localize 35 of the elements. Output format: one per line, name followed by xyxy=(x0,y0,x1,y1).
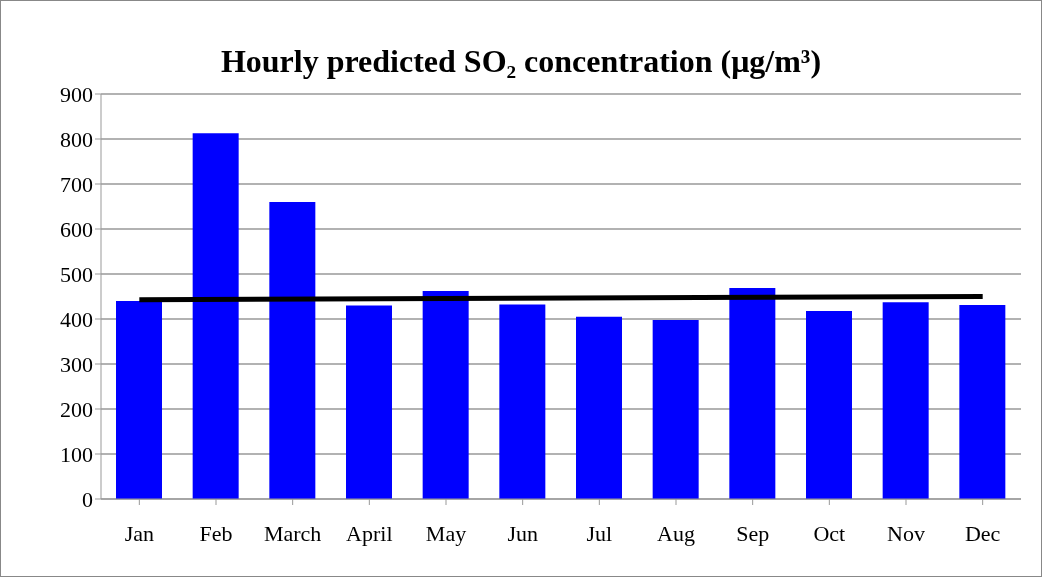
y-tick-label: 700 xyxy=(60,171,93,197)
y-tick-label: 0 xyxy=(82,486,93,512)
x-tick-label: Jan xyxy=(124,520,154,546)
y-tick-label: 300 xyxy=(60,351,93,377)
x-tick-label: April xyxy=(346,520,393,546)
bar xyxy=(652,319,699,499)
bar xyxy=(729,287,776,499)
y-tick-label: 900 xyxy=(60,81,93,107)
y-tick-label: 800 xyxy=(60,126,93,152)
x-tick-label: Sep xyxy=(736,520,770,546)
chart-title: Hourly predicted SO₂ concentration (μg/m³) xyxy=(219,43,823,80)
bar xyxy=(192,133,239,499)
bar xyxy=(116,301,162,499)
bar xyxy=(499,304,546,499)
bar xyxy=(269,202,316,499)
x-tick-label: Oct xyxy=(813,520,846,546)
x-tick-label: May xyxy=(425,520,467,546)
y-tick-label: 600 xyxy=(60,216,93,242)
bar xyxy=(882,302,929,499)
x-tick-label: Jul xyxy=(586,520,613,546)
x-tick-label: Nov xyxy=(887,520,925,546)
y-tick-label: 100 xyxy=(60,441,93,467)
x-tick-label: March xyxy=(263,520,322,546)
x-tick-label: Jun xyxy=(507,520,538,546)
x-tick-label: Dec xyxy=(964,520,1001,546)
bar xyxy=(422,291,469,499)
y-tick-label: 200 xyxy=(60,396,93,422)
bar xyxy=(806,310,852,499)
bar xyxy=(959,305,1006,499)
x-tick-label: Aug xyxy=(657,520,695,546)
bar xyxy=(576,316,622,499)
y-tick-label: 400 xyxy=(60,306,93,332)
y-tick-label: 500 xyxy=(60,261,93,287)
bar xyxy=(346,305,392,499)
x-tick-label: Feb xyxy=(199,520,233,546)
